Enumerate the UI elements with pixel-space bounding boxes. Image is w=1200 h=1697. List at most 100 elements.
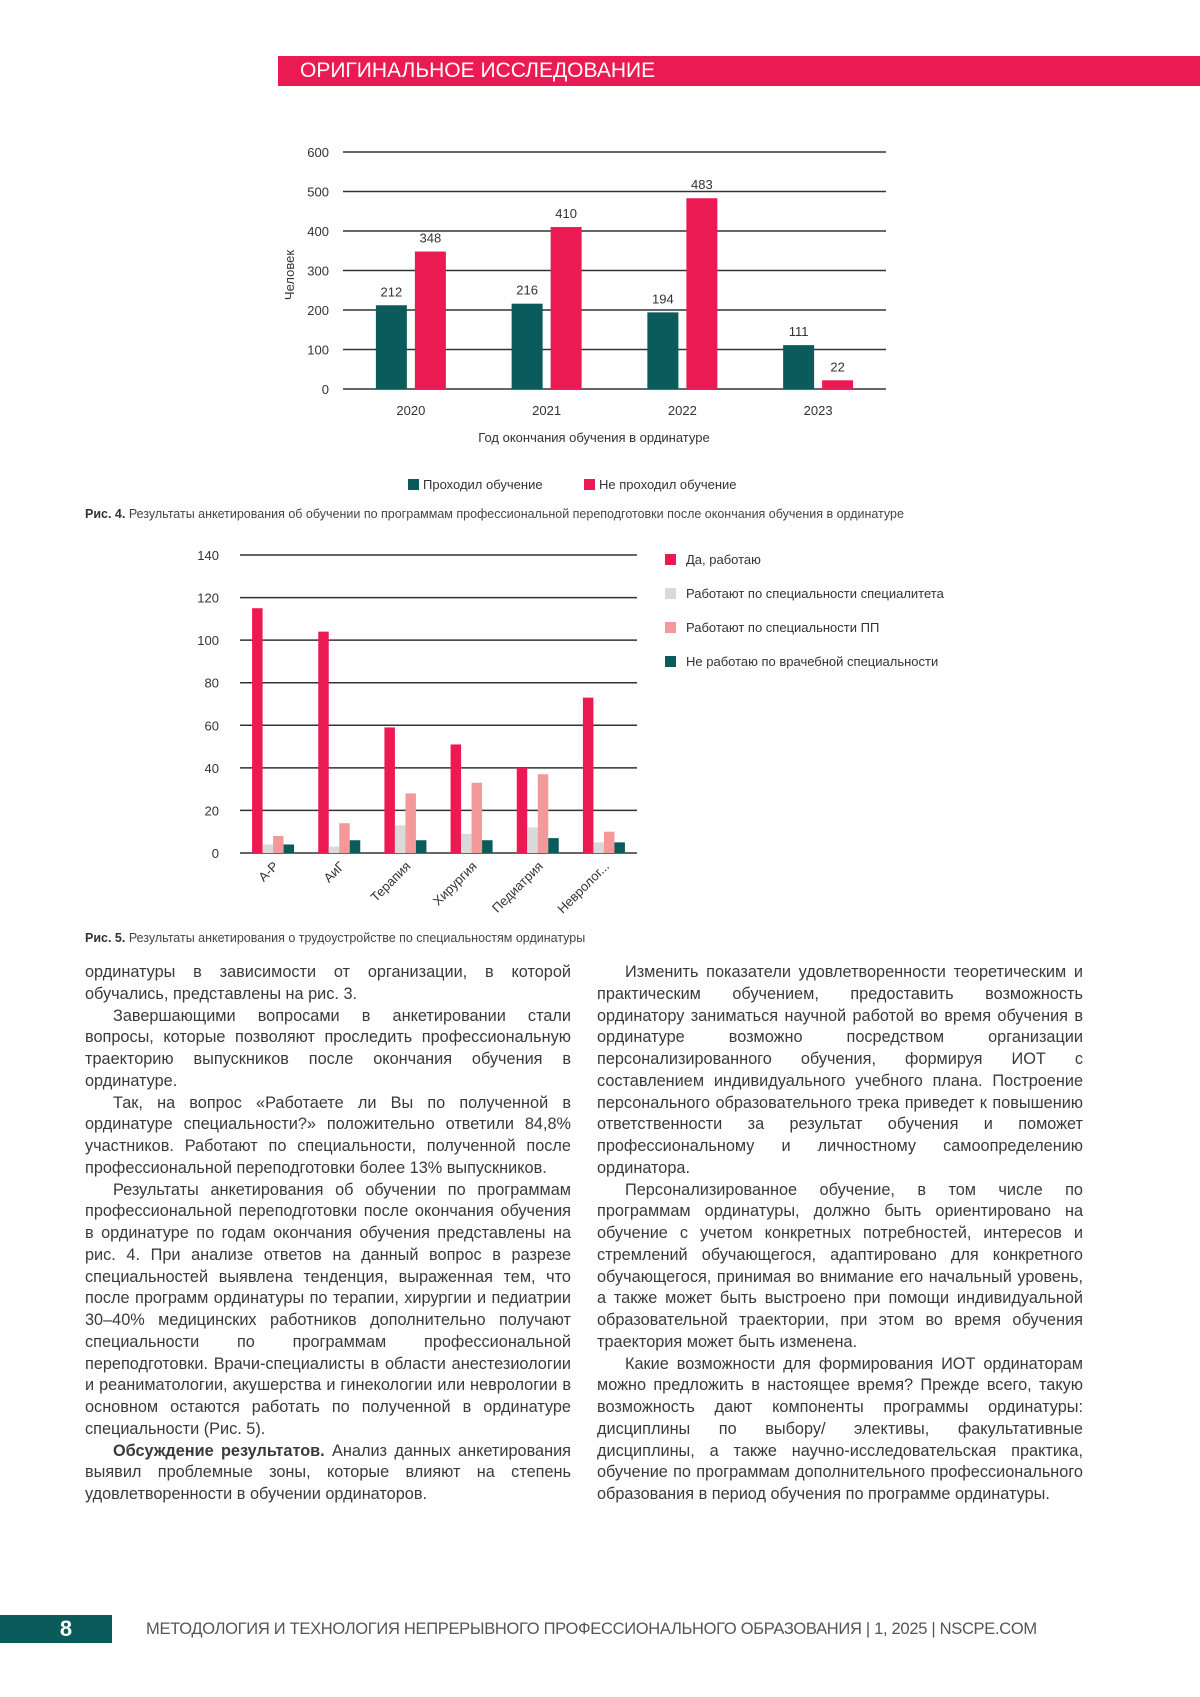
page-number: 8 bbox=[0, 1615, 112, 1643]
y-tick-label: 200 bbox=[307, 303, 329, 318]
legend-swatch bbox=[665, 554, 676, 565]
bar bbox=[482, 840, 493, 853]
legend-swatch bbox=[408, 479, 419, 490]
bar bbox=[551, 227, 582, 389]
figure-5-caption: Рис. 5. Результаты анкетирования о трудо… bbox=[85, 931, 585, 945]
y-axis-title: Человек bbox=[282, 250, 297, 300]
bar bbox=[416, 840, 427, 853]
figure-label: Рис. 5. bbox=[85, 931, 125, 945]
x-axis-title: Год окончания обучения в ординатуре bbox=[478, 430, 709, 445]
legend-label: Да, работаю bbox=[686, 552, 761, 567]
paragraph: Завершающими вопросами в анкетировании с… bbox=[85, 1006, 571, 1093]
data-label: 483 bbox=[691, 177, 713, 192]
legend-swatch bbox=[665, 656, 676, 667]
bar bbox=[395, 825, 406, 853]
bar bbox=[350, 840, 361, 853]
y-tick-label: 400 bbox=[307, 224, 329, 239]
y-tick-label: 0 bbox=[322, 382, 329, 397]
data-label: 410 bbox=[555, 206, 577, 221]
figure-4-caption: Рис. 4. Результаты анкетирования об обуч… bbox=[85, 507, 904, 521]
y-tick-label: 120 bbox=[197, 591, 219, 606]
journal-footer: МЕТОДОЛОГИЯ И ТЕХНОЛОГИЯ НЕПРЕРЫВНОГО ПР… bbox=[146, 1615, 1037, 1643]
bar bbox=[329, 847, 340, 853]
bar bbox=[318, 632, 329, 853]
figure-label: Рис. 4. bbox=[85, 507, 125, 521]
x-tick-label: Педиатрия bbox=[489, 859, 546, 916]
x-tick-label: 2021 bbox=[532, 403, 561, 418]
figure-4-chart: 0 100 200 300 400 500 600 212 348 2020 216 410 2021 1… bbox=[0, 0, 1200, 500]
bar bbox=[263, 844, 274, 853]
x-tick-label: 2022 bbox=[668, 403, 697, 418]
bar bbox=[339, 823, 350, 853]
paragraph: Изменить показатели удовлетворенности те… bbox=[597, 962, 1083, 1180]
y-tick-label: 0 bbox=[212, 846, 219, 861]
x-tick-label: А-Р bbox=[255, 859, 281, 885]
bar bbox=[461, 834, 472, 853]
right-column: Изменить показатели удовлетворенности те… bbox=[597, 962, 1083, 1506]
data-label: 216 bbox=[516, 283, 538, 298]
y-tick-label: 100 bbox=[197, 633, 219, 648]
legend-label: Работают по специальности специалитета bbox=[686, 586, 945, 601]
legend-label: Не проходил обучение bbox=[599, 477, 737, 492]
paragraph: Какие возможности для формирования ИОТ о… bbox=[597, 1354, 1083, 1506]
bar bbox=[405, 793, 416, 853]
caption-text: Результаты анкетирования о трудоустройст… bbox=[129, 931, 585, 945]
paragraph: Результаты анкетирования об обучении по … bbox=[85, 1180, 571, 1441]
legend-swatch bbox=[584, 479, 595, 490]
x-tick-label: Невролог... bbox=[554, 859, 612, 917]
bar bbox=[538, 774, 549, 853]
data-label: 212 bbox=[381, 284, 403, 299]
bar bbox=[451, 744, 462, 853]
bar bbox=[384, 727, 395, 853]
x-tick-label: Терапия bbox=[367, 859, 413, 905]
x-tick-label: АиГ bbox=[321, 859, 348, 886]
data-label: 348 bbox=[420, 231, 442, 246]
y-tick-label: 40 bbox=[205, 761, 219, 776]
data-label: 111 bbox=[789, 324, 809, 339]
paragraph: ординатуры в зависимости от организации,… bbox=[85, 962, 571, 1006]
legend-swatch bbox=[665, 588, 676, 599]
bar bbox=[376, 305, 407, 389]
bar bbox=[647, 312, 678, 389]
bar bbox=[783, 345, 814, 389]
x-tick-label: Хирургия bbox=[430, 859, 480, 909]
data-label: 22 bbox=[830, 359, 844, 374]
bar bbox=[284, 844, 295, 853]
y-tick-label: 600 bbox=[307, 145, 329, 160]
bar bbox=[273, 836, 284, 853]
paragraph: Обсуждение результатов. Анализ данных ан… bbox=[85, 1441, 571, 1506]
discussion-heading: Обсуждение результатов. bbox=[113, 1442, 325, 1460]
paragraph: Так, на вопрос «Работаете ли Вы по получ… bbox=[85, 1093, 571, 1180]
legend-swatch bbox=[665, 622, 676, 633]
bar bbox=[686, 198, 717, 389]
bar bbox=[583, 698, 594, 853]
y-tick-label: 80 bbox=[205, 676, 219, 691]
figure-5-chart: 0 20 40 60 80 100 120 140 А-Р АиГ Терапия ХирургияП… bbox=[0, 530, 1200, 930]
y-tick-label: 300 bbox=[307, 264, 329, 279]
y-tick-label: 60 bbox=[205, 718, 219, 733]
legend-label: Не работаю по врачебной специальности bbox=[686, 654, 938, 669]
paragraph: Персонализированное обучение, в том числ… bbox=[597, 1180, 1083, 1354]
bar bbox=[415, 252, 446, 389]
legend-label: Работают по специальности ПП bbox=[686, 620, 879, 635]
bar bbox=[604, 832, 615, 853]
bar bbox=[614, 842, 625, 853]
left-column: ординатуры в зависимости от организации,… bbox=[85, 962, 571, 1506]
bar bbox=[822, 380, 853, 389]
data-label: 194 bbox=[652, 291, 674, 306]
bar bbox=[548, 838, 559, 853]
x-tick-label: 2023 bbox=[804, 403, 833, 418]
bar bbox=[512, 304, 543, 389]
bar bbox=[472, 783, 483, 853]
y-tick-label: 500 bbox=[307, 185, 329, 200]
bar bbox=[517, 768, 528, 853]
bar bbox=[527, 827, 538, 853]
y-tick-label: 20 bbox=[205, 803, 219, 818]
y-tick-label: 140 bbox=[197, 548, 219, 563]
legend-label: Проходил обучение bbox=[423, 477, 543, 492]
caption-text: Результаты анкетирования об обучении по … bbox=[129, 507, 904, 521]
y-tick-label: 100 bbox=[307, 343, 329, 358]
bar bbox=[593, 842, 604, 853]
x-tick-label: 2020 bbox=[396, 403, 425, 418]
bar bbox=[252, 608, 262, 853]
